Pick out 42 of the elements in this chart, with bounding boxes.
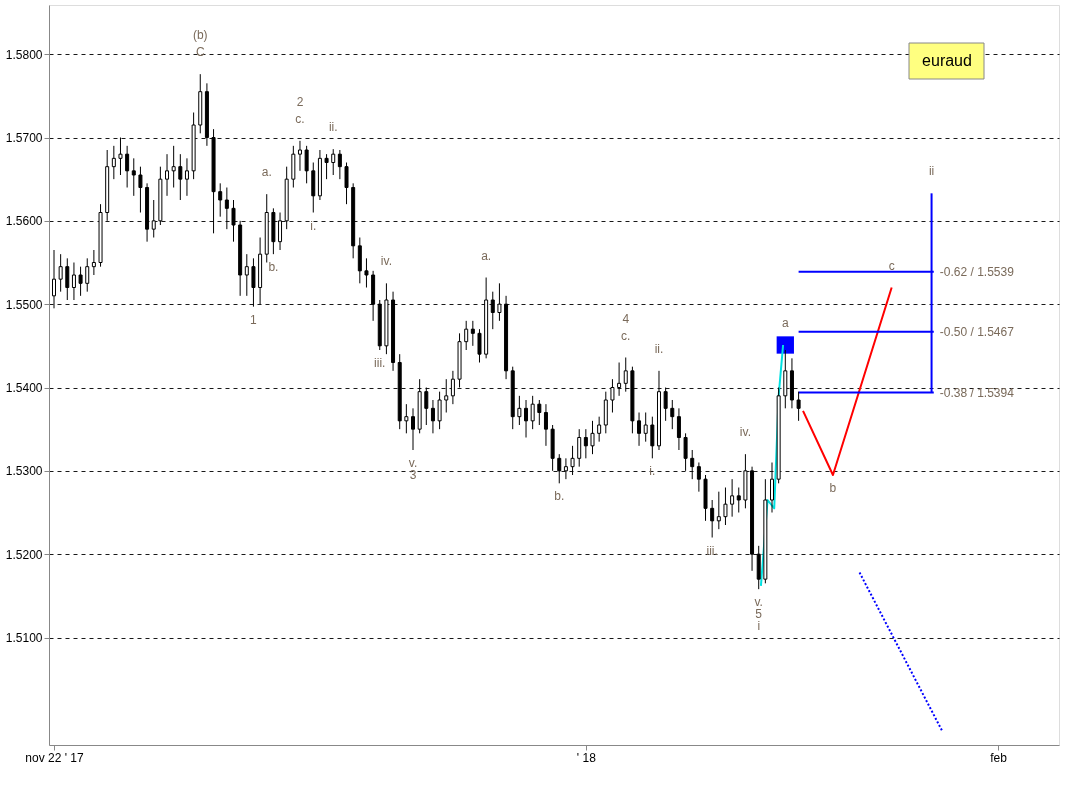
annotation: c xyxy=(888,258,895,273)
annotation: i. xyxy=(310,218,317,233)
annotation: -0.50 / 1.5467 xyxy=(939,324,1015,339)
annotation: b. xyxy=(554,489,565,504)
y-tick-label: 1.5800 xyxy=(5,47,43,62)
annotation: iii. xyxy=(374,356,386,370)
y-tick-label: 1.5700 xyxy=(5,131,43,145)
annotation: a. xyxy=(261,165,272,180)
x-tick-label: feb xyxy=(990,750,1008,765)
annotation: iii. xyxy=(706,543,718,558)
annotation: b. xyxy=(268,260,279,275)
y-tick-label: 1.5600 xyxy=(5,214,43,229)
annotation: 2 xyxy=(296,94,304,109)
annotation: -0.62 / 1.5539 xyxy=(939,264,1015,279)
annotation: 1 xyxy=(250,312,258,327)
annotation: (b) xyxy=(192,28,208,43)
annotation: 4 xyxy=(622,311,630,326)
x-tick-label: nov 22 ' 17 xyxy=(25,750,84,765)
annotation: euraud xyxy=(922,52,972,69)
x-tick-label: ' 18 xyxy=(576,750,597,765)
y-tick-label: 1.5100 xyxy=(5,631,43,645)
annotation: ii. xyxy=(328,120,338,135)
annotation: ii xyxy=(928,164,935,179)
y-tick-label: 1.5200 xyxy=(5,547,43,562)
annotation: ii. xyxy=(654,341,664,356)
y-tick-label: 1.5400 xyxy=(5,381,43,395)
annotation: v. xyxy=(754,595,763,610)
annotation: iv. xyxy=(739,425,751,440)
annotation: 3 xyxy=(409,468,417,482)
annotation: c. xyxy=(621,328,631,343)
y-tick-label: 1.5500 xyxy=(5,297,43,312)
annotation: i. xyxy=(649,464,656,479)
annotation: c. xyxy=(295,111,305,126)
annotation: i xyxy=(757,619,761,634)
annotation: -0.38 / 1.5394 xyxy=(939,385,1015,400)
annotation: 5 xyxy=(755,607,763,622)
annotation: a xyxy=(781,316,789,330)
annotation: b xyxy=(829,481,837,495)
annotation: a. xyxy=(481,248,492,263)
y-tick-label: 1.5300 xyxy=(5,464,43,479)
annotation: v. xyxy=(408,456,418,470)
annotation: iv. xyxy=(380,254,392,269)
